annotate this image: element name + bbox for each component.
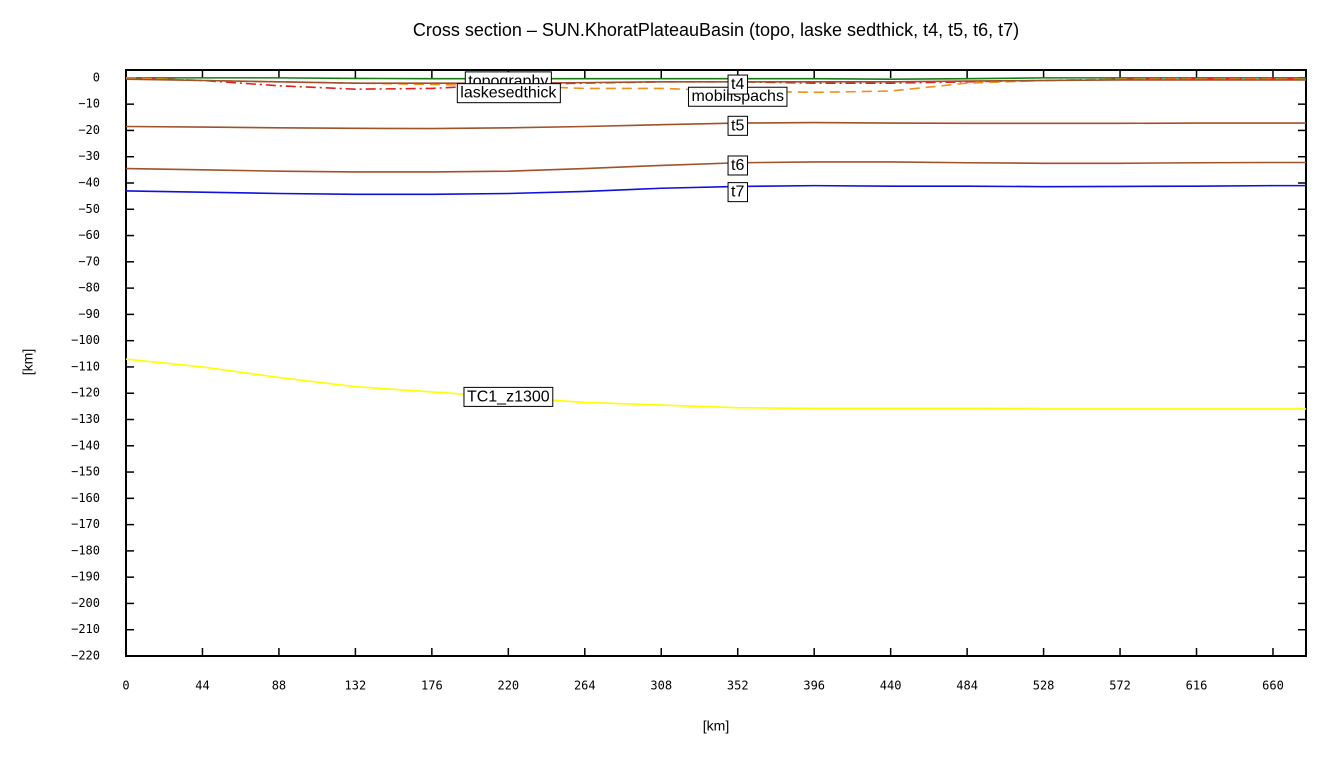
x-tick-label: 616: [1186, 679, 1208, 693]
series-label-box: [727, 182, 748, 203]
series-label-text: TC1_z1300: [467, 388, 550, 405]
y-tick-label: −20: [78, 123, 100, 137]
x-tick-label: 264: [574, 679, 596, 693]
y-tick-label: 0: [93, 70, 100, 84]
series-label: laskesedthick: [456, 83, 561, 104]
y-tick-label: −100: [71, 333, 100, 347]
y-tick-label: −120: [71, 386, 100, 400]
y-tick-label: −50: [78, 202, 100, 216]
series-label-box: [727, 74, 748, 95]
x-axis-label: [km]: [703, 718, 729, 734]
y-tick-label: −170: [71, 517, 100, 531]
x-tick-label: 484: [956, 679, 978, 693]
series-line: [125, 121, 1306, 130]
y-tick-label: −60: [78, 228, 100, 242]
series-label: t5: [727, 115, 748, 136]
x-tick-label: 0: [122, 679, 129, 693]
series-line: [125, 358, 1306, 410]
y-tick-label: −130: [71, 412, 100, 426]
x-tick-label: 220: [497, 679, 519, 693]
series-label-box: [456, 83, 561, 104]
series-label-box: [727, 115, 748, 136]
series-label-text: t4: [731, 76, 744, 93]
y-tick-label: −160: [71, 491, 100, 505]
y-tick-label: −210: [71, 622, 100, 636]
x-tick-label: 176: [421, 679, 443, 693]
y-tick-label: −110: [71, 359, 100, 373]
y-tick-label: −150: [71, 465, 100, 479]
series-label-text: t5: [731, 117, 744, 134]
x-tick-label: 308: [650, 679, 672, 693]
series-label: t4: [727, 74, 748, 95]
series-label: mobilispachs: [687, 86, 788, 107]
y-tick-label: −200: [71, 596, 100, 610]
series-label-box: [727, 155, 748, 176]
series-line: [125, 78, 1306, 84]
y-tick-label: −70: [78, 254, 100, 268]
x-tick-label: 440: [880, 679, 902, 693]
y-tick-label: −220: [71, 649, 100, 663]
x-tick-label: 528: [1033, 679, 1055, 693]
series-label-text: t7: [731, 184, 744, 201]
y-tick-label: −190: [71, 570, 100, 584]
series-line: [125, 77, 1306, 90]
x-tick-label: 660: [1262, 679, 1284, 693]
series-label-text: laskesedthick: [460, 85, 557, 102]
series-label: TC1_z1300: [463, 386, 554, 407]
y-axis-label: [km]: [20, 349, 36, 375]
series-label: t7: [727, 182, 748, 203]
y-tick-label: −80: [78, 281, 100, 295]
series-label-text: t6: [731, 157, 744, 174]
x-tick-label: 132: [345, 679, 367, 693]
plot-frame: [125, 69, 1307, 657]
x-tick-label: 352: [727, 679, 749, 693]
y-tick-label: −10: [78, 97, 100, 111]
series-label-box: [463, 386, 554, 407]
y-tick-label: −140: [71, 438, 100, 452]
y-tick-label: −40: [78, 175, 100, 189]
chart-title: Cross section – SUN.KhoratPlateauBasin (…: [413, 20, 1019, 40]
series-label: t6: [727, 155, 748, 176]
y-tick-label: −90: [78, 307, 100, 321]
x-tick-label: 396: [803, 679, 825, 693]
y-tick-label: −180: [71, 543, 100, 557]
x-tick-label: 572: [1109, 679, 1131, 693]
series-line: [125, 161, 1306, 173]
x-tick-label: 88: [272, 679, 286, 693]
x-tick-label: 44: [195, 679, 209, 693]
y-tick-label: −30: [78, 149, 100, 163]
series-label-text: mobilispachs: [691, 88, 783, 105]
series-line: [125, 184, 1306, 196]
